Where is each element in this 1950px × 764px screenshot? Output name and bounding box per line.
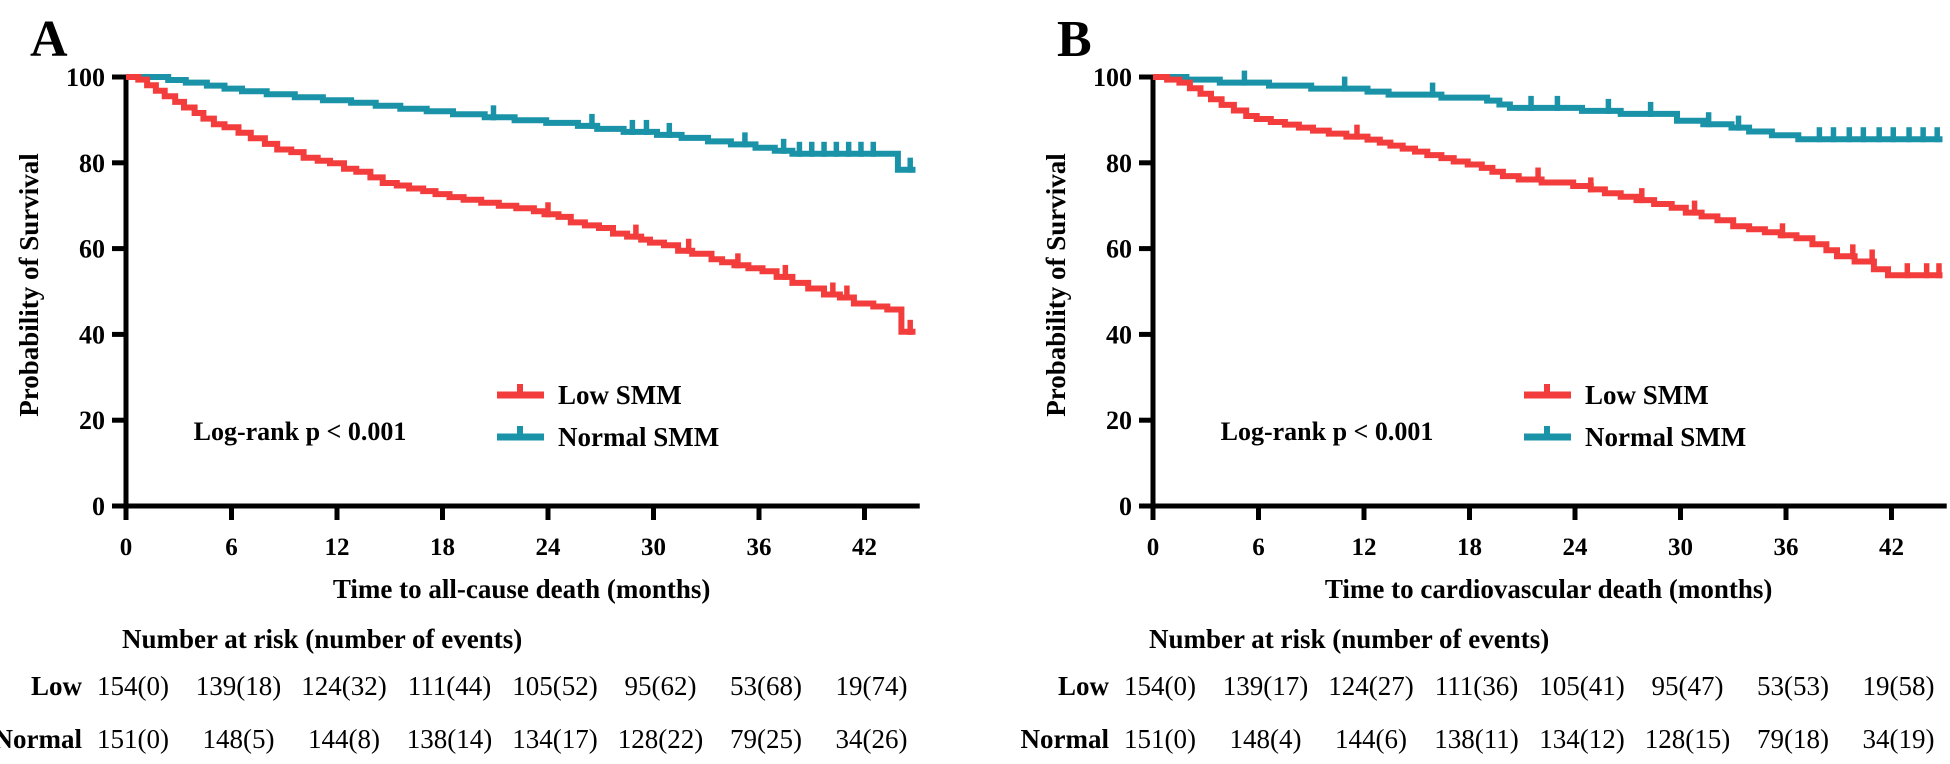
risk-count: 124(27) (1328, 671, 1413, 701)
risk-count: 95(47) (1651, 671, 1723, 701)
km-curve-low-smm (1153, 74, 1943, 279)
x-tick-label: 12 (324, 534, 349, 561)
censor-ticks-normal-smm (490, 105, 913, 173)
x-axis-title: Time to all-cause death (months) (333, 574, 711, 604)
panel-A: 0 20 40 60 80 100 0 6 12 18 24 30 36 42 Time to all-ca… (0, 11, 920, 754)
logrank-annotation: Log-rank p < 0.001 (1221, 417, 1434, 446)
risk-count: 138(11) (1434, 724, 1518, 754)
risk-count: 151(0) (97, 724, 169, 754)
risk-count: 79(25) (730, 724, 802, 754)
censor-ticks-normal-smm (1241, 70, 1940, 143)
risk-count: 53(68) (730, 671, 802, 701)
risk-count: 124(32) (301, 671, 386, 701)
x-tick-label: 42 (852, 534, 877, 561)
y-tick-label: 0 (1119, 492, 1132, 521)
y-axis-title: Probability of Survival (14, 153, 44, 417)
risk-count: 134(17) (512, 724, 597, 754)
legend-label: Low SMM (558, 380, 682, 410)
x-tick-label: 36 (1773, 534, 1798, 561)
risk-table-title: Number at risk (number of events) (1149, 624, 1549, 654)
legend-label: Normal SMM (1585, 422, 1746, 452)
x-tick-label: 30 (641, 534, 666, 561)
km-curve-normal-smm (126, 74, 916, 173)
risk-count: 154(0) (97, 671, 169, 701)
x-tick-label: 0 (1147, 534, 1160, 561)
x-tick-label: 12 (1351, 534, 1376, 561)
risk-count: 105(41) (1539, 671, 1624, 701)
censor-ticks-low-smm (545, 202, 913, 335)
risk-count: 151(0) (1124, 724, 1196, 754)
y-axis-title: Probability of Survival (1041, 153, 1071, 417)
risk-row-label: Low (31, 671, 83, 701)
y-tick-label: 60 (79, 235, 105, 264)
x-tick-label: 18 (1457, 534, 1482, 561)
risk-table-title: Number at risk (number of events) (122, 624, 522, 654)
km-curve-low-smm (126, 74, 916, 335)
risk-row-label: Low (1058, 671, 1110, 701)
km-curve-normal-smm (1153, 74, 1943, 143)
risk-row-label: Normal (0, 724, 82, 754)
y-tick-label: 40 (79, 320, 105, 349)
risk-count: 144(8) (308, 724, 380, 754)
logrank-annotation: Log-rank p < 0.001 (194, 417, 407, 446)
risk-count: 53(53) (1757, 671, 1829, 701)
x-tick-label: 30 (1668, 534, 1693, 561)
risk-count: 111(36) (1435, 671, 1518, 701)
risk-count: 19(74) (835, 671, 907, 701)
panel-B: 0 20 40 60 80 100 0 6 12 18 24 30 36 42 Time to cardio… (1021, 11, 1947, 754)
risk-count: 105(52) (512, 671, 597, 701)
x-tick-label: 0 (120, 534, 133, 561)
legend-label: Normal SMM (558, 422, 719, 452)
y-tick-label: 20 (1106, 406, 1132, 435)
risk-count: 34(19) (1862, 724, 1934, 754)
x-tick-label: 36 (746, 534, 771, 561)
x-tick-label: 6 (225, 534, 238, 561)
y-tick-label: 60 (1106, 235, 1132, 264)
x-tick-label: 24 (1562, 534, 1588, 561)
x-tick-label: 18 (430, 534, 455, 561)
y-tick-label: 0 (92, 492, 105, 521)
x-tick-label: 24 (535, 534, 561, 561)
risk-row-label: Normal (1021, 724, 1110, 754)
y-tick-label: 40 (1106, 320, 1132, 349)
risk-count: 111(44) (408, 671, 491, 701)
legend-label: Low SMM (1585, 380, 1709, 410)
risk-count: 148(5) (203, 724, 275, 754)
y-tick-label: 100 (66, 63, 105, 92)
risk-count: 148(4) (1230, 724, 1302, 754)
risk-count: 134(12) (1539, 724, 1624, 754)
risk-count: 128(15) (1645, 724, 1730, 754)
x-tick-label: 42 (1879, 534, 1904, 561)
risk-count: 34(26) (835, 724, 907, 754)
risk-count: 95(62) (624, 671, 696, 701)
x-tick-label: 6 (1252, 534, 1265, 561)
risk-count: 19(58) (1862, 671, 1934, 701)
censor-ticks-low-smm (1354, 124, 1942, 279)
risk-count: 144(6) (1335, 724, 1407, 754)
y-tick-label: 80 (79, 149, 105, 178)
risk-count: 138(14) (407, 724, 492, 754)
y-tick-label: 80 (1106, 149, 1132, 178)
risk-count: 139(17) (1223, 671, 1308, 701)
y-tick-label: 100 (1093, 63, 1132, 92)
x-axis-title: Time to cardiovascular death (months) (1325, 574, 1773, 604)
risk-count: 139(18) (196, 671, 281, 701)
risk-count: 154(0) (1124, 671, 1196, 701)
risk-count: 79(18) (1757, 724, 1829, 754)
y-tick-label: 20 (79, 406, 105, 435)
panel-label: B (1057, 11, 1092, 68)
panel-label: A (30, 11, 68, 68)
risk-count: 128(22) (618, 724, 703, 754)
